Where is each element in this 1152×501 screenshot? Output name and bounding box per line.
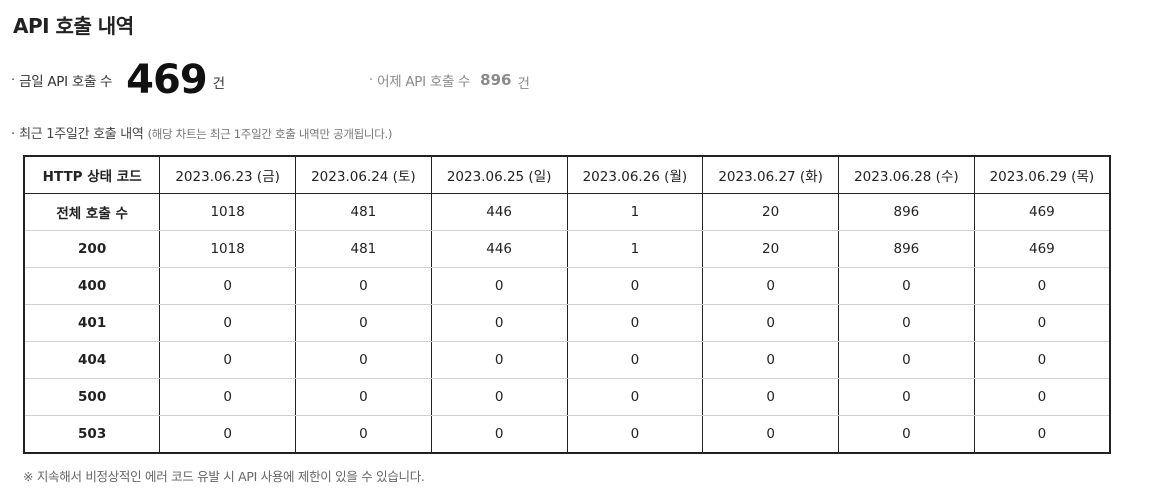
table-row: 전체 호출 수 1018 481 446 1 20 896 469 xyxy=(24,193,1110,231)
table-cell: 0 xyxy=(702,378,839,416)
table-cell: 0 xyxy=(295,415,432,453)
table-cell: 0 xyxy=(159,378,296,416)
table-cell: 0 xyxy=(567,304,704,342)
table-cell: 1 xyxy=(567,230,704,268)
table-cell: 0 xyxy=(295,341,432,379)
today-label: 금일 API 호출 수 xyxy=(19,74,113,90)
table-row: 400 0 0 0 0 0 0 0 xyxy=(24,267,1110,305)
header-date: 2023.06.25 (일) xyxy=(431,156,568,194)
table-cell: 0 xyxy=(974,378,1110,416)
weekly-section-note: (해당 차트는 최근 1주일간 호출 내역만 공개됩니다.) xyxy=(147,127,393,141)
table-cell: 0 xyxy=(431,304,568,342)
bullet: · xyxy=(11,72,16,88)
row-label: 401 xyxy=(24,304,161,342)
table-cell: 0 xyxy=(295,304,432,342)
weekly-calls-table: HTTP 상태 코드 2023.06.23 (금) 2023.06.24 (토)… xyxy=(23,155,1111,454)
table-cell: 0 xyxy=(838,415,975,453)
yesterday-unit: 건 xyxy=(517,76,530,92)
table-cell: 896 xyxy=(838,193,975,231)
bullet: · xyxy=(11,127,16,142)
yesterday-label: 어제 API 호출 수 xyxy=(377,74,471,90)
table-cell: 0 xyxy=(1037,426,1047,442)
table-cell: 20 xyxy=(702,230,839,268)
page-title: API 호출 내역 xyxy=(13,14,134,38)
header-date: 2023.06.27 (화) xyxy=(702,156,839,194)
table-row: 401 0 0 0 0 0 0 0 xyxy=(24,304,1110,342)
table-cell: 0 xyxy=(567,341,704,379)
header-date: 2023.06.29 (목) xyxy=(974,156,1110,194)
header-date: 2023.06.24 (토) xyxy=(295,156,432,194)
header-date: 2023.06.28 (수) xyxy=(838,156,975,194)
table-cell: 0 xyxy=(838,378,975,416)
table-cell: 469 xyxy=(974,230,1110,268)
yesterday-stat: · 어제 API 호출 수 896 건 xyxy=(369,54,530,106)
table-cell: 481 xyxy=(295,193,432,231)
yesterday-value: 896 xyxy=(480,71,512,89)
row-label: 404 xyxy=(24,341,161,379)
row-label: 500 xyxy=(24,378,161,416)
header-date: 2023.06.23 (금) xyxy=(159,156,296,194)
table-cell: 446 xyxy=(431,230,568,268)
table-cell: 0 xyxy=(159,341,296,379)
stats-row: · 금일 API 호출 수 469 건 · 어제 API 호출 수 896 건 xyxy=(11,54,1111,106)
weekly-section-label: 최근 1주일간 호출 내역 xyxy=(19,127,144,142)
table-cell: 0 xyxy=(159,267,296,305)
table-row: 200 1018 481 446 1 20 896 469 xyxy=(24,230,1110,268)
table-cell: 0 xyxy=(567,267,704,305)
table-cell: 0 xyxy=(838,304,975,342)
table-cell: 481 xyxy=(295,230,432,268)
table-cell: 0 xyxy=(431,378,568,416)
table-cell: 0 xyxy=(974,341,1110,379)
weekly-section-heading: · 최근 1주일간 호출 내역 (해당 차트는 최근 1주일간 호출 내역만 공… xyxy=(11,123,392,142)
row-label: 200 xyxy=(24,230,161,268)
table-cell: 0 xyxy=(159,415,296,453)
row-label: 400 xyxy=(24,267,161,305)
table-cell: 0 xyxy=(702,304,839,342)
table-cell: 0 xyxy=(702,267,839,305)
table-cell: 0 xyxy=(431,267,568,305)
header-date: 2023.06.26 (월) xyxy=(567,156,704,194)
table-cell: 0 xyxy=(567,378,704,416)
table-cell: 0 xyxy=(159,304,296,342)
table-header-row: HTTP 상태 코드 2023.06.23 (금) 2023.06.24 (토)… xyxy=(24,156,1110,194)
table-cell: 20 xyxy=(702,193,839,231)
table-cell: 0 xyxy=(974,304,1110,342)
table-cell: 446 xyxy=(431,193,568,231)
table-cell: 0 xyxy=(838,341,975,379)
table-cell: 0 xyxy=(295,267,432,305)
table-row: 404 0 0 0 0 0 0 0 xyxy=(24,341,1110,379)
table-cell: 0 xyxy=(838,267,975,305)
table-cell: 0 xyxy=(974,267,1110,305)
today-unit: 건 xyxy=(212,76,226,92)
table-cell: 0 xyxy=(431,341,568,379)
header-status-code: HTTP 상태 코드 xyxy=(24,156,161,194)
table-cell: 0 xyxy=(295,378,432,416)
table-cell: 469 xyxy=(974,193,1110,231)
today-stat: · 금일 API 호출 수 469 건 xyxy=(11,54,225,106)
row-label: 전체 호출 수 xyxy=(24,193,161,231)
row-label: 503 xyxy=(24,415,161,453)
table-cell: 896 xyxy=(838,230,975,268)
table-row: 503 0 0 0 0 0 0 0 xyxy=(24,415,1110,453)
table-cell: 0 xyxy=(567,415,704,453)
weekly-calls-table-wrap: HTTP 상태 코드 2023.06.23 (금) 2023.06.24 (토)… xyxy=(23,155,1111,454)
footnote: ※ 지속해서 비정상적인 에러 코드 유발 시 API 사용에 제한이 있을 수… xyxy=(23,469,425,484)
table-cell: 0 xyxy=(702,415,839,453)
bullet: · xyxy=(369,72,374,88)
table-cell: 1 xyxy=(567,193,704,231)
table-row: 500 0 0 0 0 0 0 0 xyxy=(24,378,1110,416)
table-cell: 0 xyxy=(702,341,839,379)
table-cell: 1018 xyxy=(159,230,296,268)
table-cell: 1018 xyxy=(159,193,296,231)
today-value: 469 xyxy=(126,57,207,103)
table-cell: 0 xyxy=(431,415,568,453)
